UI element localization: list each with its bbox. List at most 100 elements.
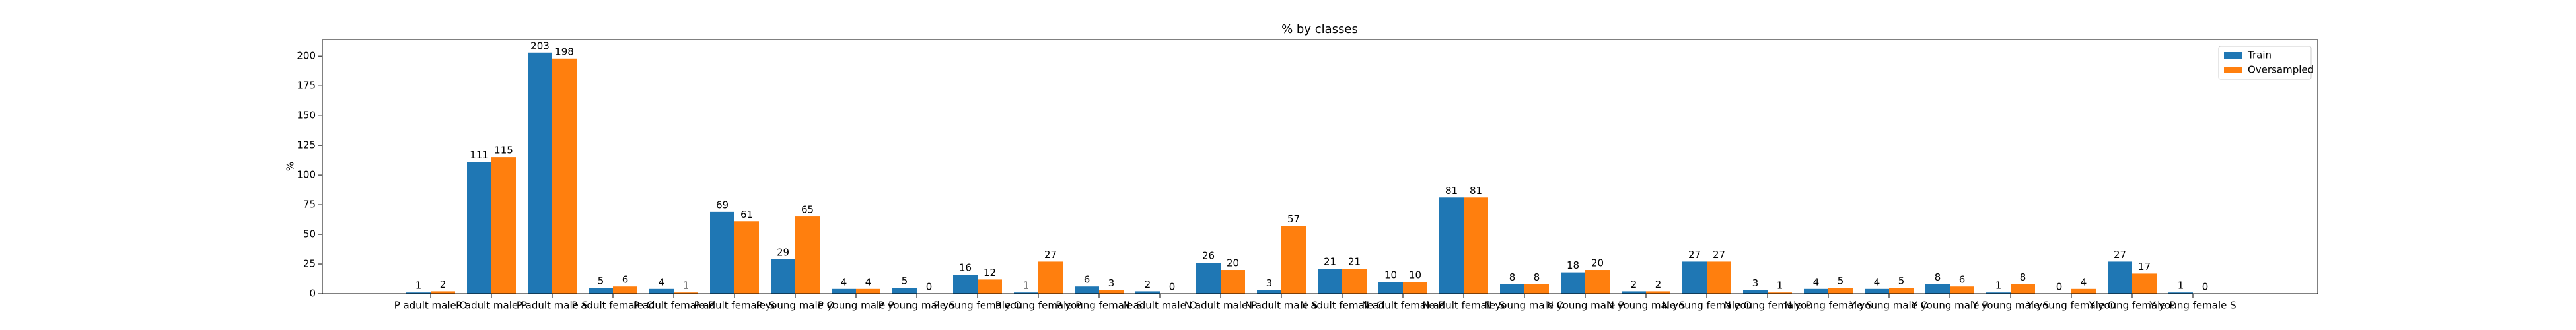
- bar: [1439, 197, 1464, 294]
- x-tick-label: N young female O: [1662, 300, 1752, 312]
- x-tick-label: N adult male S: [1245, 300, 1318, 312]
- bar: [1682, 261, 1707, 294]
- bar: [2108, 261, 2132, 294]
- bar: [1585, 270, 1610, 294]
- x-tick-label: N young female S: [1784, 300, 1872, 312]
- value-label: 4: [2081, 276, 2087, 288]
- value-label: 2: [1631, 279, 1637, 290]
- x-tick-label: Y young female P: [2089, 300, 2176, 312]
- value-label: 27: [1688, 249, 1701, 261]
- chart-title: % by classes: [1281, 22, 1358, 36]
- bar: [1135, 291, 1160, 294]
- y-tick-label: 125: [297, 139, 316, 151]
- bar: [1500, 284, 1524, 294]
- value-label: 2: [1655, 279, 1662, 290]
- bar: [1950, 286, 1974, 294]
- bar: [2132, 273, 2157, 294]
- x-tick-label: Y young female O: [2026, 300, 2116, 312]
- value-label: 57: [1287, 213, 1300, 225]
- bar: [1038, 261, 1063, 294]
- bar: [710, 211, 734, 294]
- bar: [734, 221, 759, 294]
- value-label: 65: [801, 204, 814, 216]
- legend-label: Train: [2247, 50, 2272, 61]
- bar: [1403, 282, 1427, 294]
- y-tick-label: 50: [303, 228, 316, 240]
- bar: [1196, 263, 1221, 294]
- x-tick-label: N young male O: [1484, 300, 1564, 312]
- value-label: 21: [1348, 256, 1361, 268]
- y-tick-label: 25: [303, 258, 316, 270]
- value-label: 18: [1567, 259, 1579, 271]
- x-tick-label: P adult male S: [517, 300, 588, 312]
- bar: [892, 288, 917, 294]
- x-tick-label: P adult male O: [394, 300, 468, 312]
- legend-swatch: [2224, 67, 2242, 73]
- value-label: 1: [683, 280, 690, 292]
- value-label: 8: [2020, 271, 2026, 283]
- bar: [1281, 226, 1306, 294]
- value-label: 8: [1534, 271, 1540, 283]
- value-label: 8: [1509, 271, 1516, 283]
- value-label: 5: [902, 275, 908, 287]
- y-tick-label: 150: [297, 110, 316, 121]
- value-label: 1: [1777, 280, 1783, 292]
- value-label: 27: [1044, 249, 1057, 261]
- x-tick-label: N young male P: [1546, 300, 1624, 312]
- bar: [1464, 197, 1488, 294]
- value-label: 3: [1752, 277, 1759, 289]
- x-tick-label: P adult female O: [571, 300, 654, 312]
- bar: [552, 58, 577, 294]
- bar: [2071, 288, 2096, 294]
- x-tick-label: P young male O: [756, 300, 835, 312]
- value-label: 10: [1409, 269, 1421, 281]
- bar: [1524, 284, 1549, 294]
- value-label: 4: [841, 276, 847, 288]
- bar: [2168, 292, 2193, 294]
- value-label: 26: [1202, 250, 1215, 262]
- y-axis-label: %: [285, 162, 297, 171]
- value-label: 3: [1266, 277, 1273, 289]
- bar: [1221, 270, 1245, 294]
- value-label: 0: [926, 281, 933, 293]
- value-label: 1: [415, 280, 422, 292]
- bar: [1828, 288, 1853, 294]
- bar: [953, 275, 978, 294]
- value-label: 8: [1935, 271, 1941, 283]
- x-tick-label: N adult female O: [1300, 300, 1384, 312]
- value-label: 2: [440, 279, 447, 290]
- y-tick-label: 100: [297, 169, 316, 181]
- bar: [1768, 292, 1792, 294]
- bar: [613, 286, 637, 294]
- value-label: 27: [1713, 249, 1725, 261]
- value-label: 5: [1898, 275, 1905, 287]
- value-label: 1: [1995, 280, 2002, 292]
- y-tick-label: 75: [303, 199, 316, 211]
- bar: [491, 157, 516, 294]
- bar: [589, 288, 613, 294]
- value-label: 20: [1591, 257, 1604, 269]
- x-tick-label: P adult female P: [633, 300, 714, 312]
- y-tick-label: 200: [297, 50, 316, 62]
- legend-swatch: [2224, 52, 2242, 59]
- bar: [1342, 269, 1367, 294]
- bar: [528, 52, 552, 294]
- value-label: 12: [984, 267, 996, 279]
- bar: [1075, 286, 1099, 294]
- bar: [795, 216, 820, 294]
- x-tick-label: Y young female S: [2149, 300, 2236, 312]
- value-label: 4: [865, 276, 872, 288]
- bar: [467, 162, 491, 294]
- value-label: 21: [1324, 256, 1336, 268]
- x-tick-label: Y young male P: [1911, 300, 1988, 312]
- value-label: 198: [555, 46, 574, 57]
- bar: [674, 292, 698, 294]
- value-label: 6: [1959, 274, 1966, 286]
- value-label: 0: [2202, 281, 2209, 293]
- x-tick-label: P young male P: [818, 300, 894, 312]
- x-tick-label: P adult female S: [694, 300, 775, 312]
- value-label: 1: [1023, 280, 1030, 292]
- bar: [431, 291, 455, 294]
- value-label: 6: [1084, 274, 1091, 286]
